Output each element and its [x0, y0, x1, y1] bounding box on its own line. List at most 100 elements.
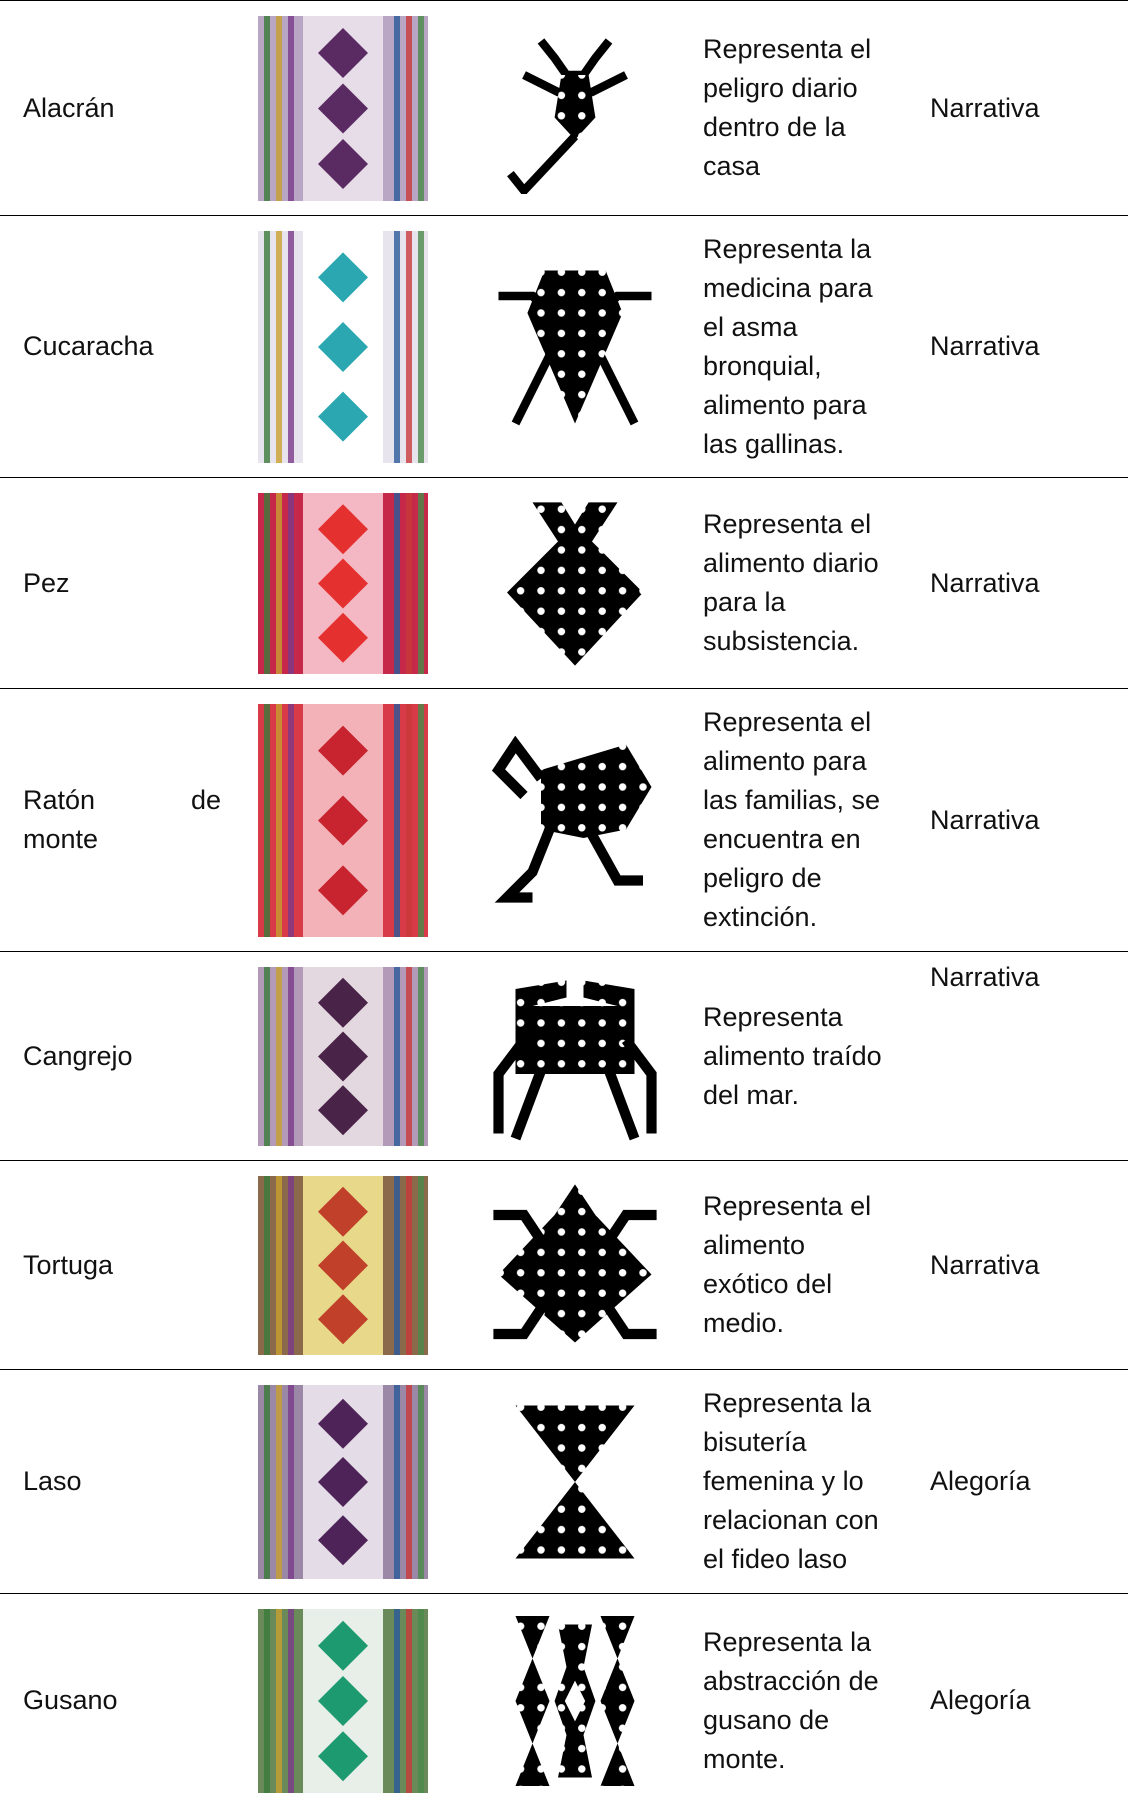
- description-line: gusano de: [703, 1704, 830, 1735]
- motif-name: Alacrán: [23, 1, 221, 215]
- motif-description: Representa el alimento diario para la subsi…: [703, 478, 923, 688]
- description-line: bisutería: [703, 1427, 807, 1457]
- description-line: peligro diario: [703, 73, 858, 103]
- motif-icon: [507, 37, 628, 194]
- description-line: bronquial,: [703, 350, 822, 381]
- description-line: Representa el: [703, 1191, 872, 1221]
- motif-type: Narrativa: [930, 689, 1120, 951]
- description-line: del mar.: [703, 1079, 800, 1110]
- table-row: Cucaracha Representa la medicina para el a…: [0, 215, 1128, 477]
- table-row: Pez Representa el alimento diario para la s…: [0, 477, 1128, 688]
- textile-photo: [258, 1385, 428, 1579]
- description-line: relacionan con: [703, 1505, 879, 1535]
- name-line: Cucaracha: [23, 331, 154, 361]
- table-row: Alacrán Representa el peligro diario dentr…: [0, 0, 1128, 215]
- type-text: Narrativa: [930, 567, 1040, 598]
- description-line: medio.: [703, 1308, 785, 1338]
- textile-photo: [258, 16, 428, 201]
- textile-photo: [258, 493, 428, 674]
- motif-name: Cucaracha: [23, 216, 221, 477]
- type-text: Alegoría: [930, 1685, 1031, 1715]
- table-row: Cangrejo Representa alimento traído del ma…: [0, 951, 1128, 1160]
- motif-description: Representa el alimento exótico del medio.: [703, 1161, 923, 1369]
- type-text: Narrativa: [930, 331, 1040, 361]
- description-line: las familias, se: [703, 785, 881, 815]
- textile-photo: [258, 704, 428, 937]
- description-line: alimento: [703, 1230, 806, 1260]
- motif-icon: [515, 1405, 635, 1559]
- motif-description: Representa alimento traído del mar.: [703, 952, 923, 1160]
- motif-name: Ratón de monte: [23, 689, 221, 951]
- description-line: subsistencia.: [703, 626, 860, 656]
- description-line: alimento diario: [703, 548, 879, 578]
- motif-type: Alegoría: [930, 1594, 1120, 1807]
- motif-description: Representa la bisutería femenina y lo relac…: [703, 1370, 923, 1593]
- name-line: Ratón de: [23, 785, 221, 815]
- textile-photo: [258, 1176, 428, 1355]
- motif-type: Narrativa: [930, 1, 1120, 215]
- textile-photo: [258, 967, 428, 1146]
- description-line: Representa la: [703, 233, 872, 264]
- motif-name: Laso: [23, 1370, 221, 1593]
- name-line: Tortuga: [23, 1249, 114, 1280]
- description-line: encuentra en: [703, 824, 861, 854]
- description-line: monte.: [703, 1743, 786, 1774]
- type-text: Narrativa: [930, 804, 1040, 835]
- description-line: Representa el: [703, 509, 872, 539]
- type-text: Narrativa: [930, 1249, 1040, 1280]
- motif-icon: [515, 1616, 635, 1786]
- table-row: Laso Representa la bisutería femenina y lo…: [0, 1369, 1128, 1593]
- textile-photo: [258, 231, 428, 463]
- description-line: el asma: [703, 311, 798, 342]
- motif-description: Representa el peligro diario dentro de la c…: [703, 1, 923, 215]
- table-row: Ratón de monte Representa el alimento para…: [0, 688, 1128, 951]
- description-line: extinción.: [703, 902, 818, 932]
- motif-description: Representa la medicina para el asma bronqui…: [703, 216, 923, 477]
- description-line: dentro de la: [703, 112, 846, 142]
- description-line: Representa la: [703, 1626, 872, 1657]
- type-text: Alegoría: [930, 1466, 1031, 1496]
- description-line: casa: [703, 151, 761, 181]
- type-text: Narrativa: [930, 92, 1040, 123]
- description-line: alimento traído: [703, 1040, 882, 1071]
- motif-description: Representa la abstracción de gusano de mont…: [703, 1594, 923, 1807]
- motif-type: Narrativa: [930, 952, 1120, 1160]
- description-line: abstracción de: [703, 1665, 879, 1696]
- description-line: peligro de: [703, 863, 822, 893]
- description-line: para la: [703, 587, 786, 617]
- motif-name: Tortuga: [23, 1161, 221, 1369]
- motif-icon: [491, 735, 652, 903]
- name-line: Cangrejo: [23, 1040, 133, 1071]
- description-line: Representa: [703, 1001, 843, 1032]
- description-line: Representa el: [703, 707, 872, 737]
- motif-type: Narrativa: [930, 478, 1120, 688]
- motif-icon: [507, 501, 643, 666]
- description-line: Representa el: [703, 34, 872, 64]
- type-text: Narrativa: [930, 962, 1040, 992]
- description-line: Representa la: [703, 1388, 872, 1418]
- description-line: alimento para: [703, 389, 867, 420]
- description-line: medicina para: [703, 272, 873, 303]
- motif-name: Pez: [23, 478, 221, 688]
- name-line: Laso: [23, 1466, 82, 1496]
- description-line: exótico del: [703, 1269, 833, 1299]
- table-row: Gusano Representa la abstracción de gusano…: [0, 1593, 1128, 1807]
- name-line: Pez: [23, 567, 70, 598]
- motif-type: Narrativa: [930, 1161, 1120, 1369]
- name-line: Gusano: [23, 1685, 118, 1715]
- motif-type: Alegoría: [930, 1370, 1120, 1593]
- motif-icon: [493, 980, 657, 1140]
- motif-type: Narrativa: [930, 216, 1120, 477]
- motif-name: Gusano: [23, 1594, 221, 1807]
- textile-photo: [258, 1609, 428, 1793]
- motif-icon: [493, 1183, 657, 1342]
- description-line: las gallinas.: [703, 428, 845, 459]
- motif-description: Representa el alimento para las familias, …: [703, 689, 923, 951]
- description-line: femenina y lo: [703, 1466, 864, 1496]
- name-line: monte: [23, 824, 99, 854]
- motif-name: Cangrejo: [23, 952, 221, 1160]
- description-line: el fideo laso: [703, 1544, 848, 1574]
- motif-icon: [498, 270, 652, 426]
- description-line: alimento para: [703, 746, 867, 776]
